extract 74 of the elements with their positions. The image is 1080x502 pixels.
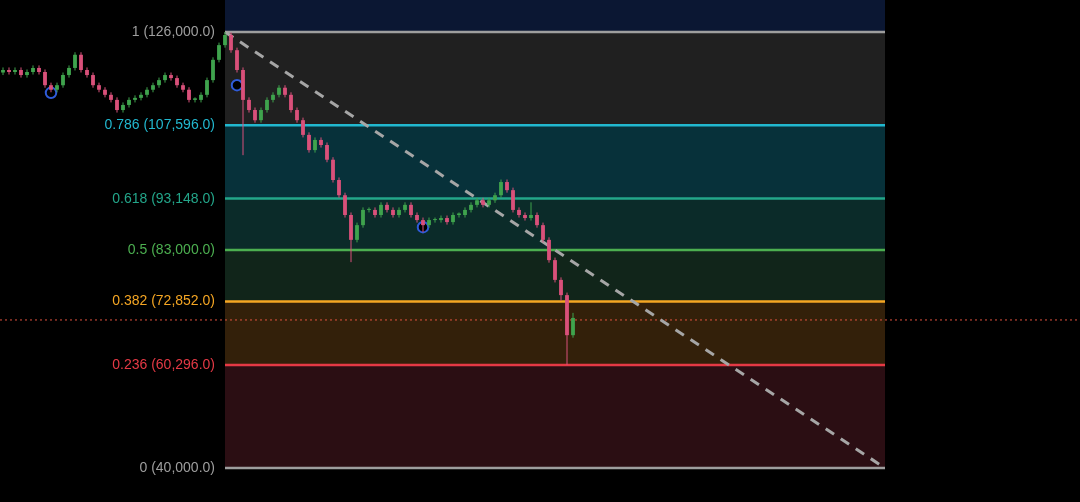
candlestick (121, 101, 125, 114)
candlestick (163, 72, 167, 84)
candlestick (133, 94, 137, 103)
candlestick (139, 91, 143, 101)
candlestick (331, 156, 335, 184)
candlestick (229, 31, 233, 54)
candlestick (37, 64, 41, 76)
candlestick (217, 42, 221, 63)
candlestick (73, 51, 77, 71)
candlestick (343, 192, 347, 219)
candlestick (451, 211, 455, 226)
candlestick (355, 222, 359, 243)
candlestick (541, 222, 545, 243)
candlestick (67, 64, 71, 79)
candlestick (367, 206, 371, 213)
candlestick (289, 91, 293, 114)
candlestick (445, 215, 449, 226)
candlestick (205, 77, 209, 98)
candlestick (271, 91, 275, 103)
candlestick (523, 211, 527, 222)
candlestick (43, 68, 47, 89)
candlestick (7, 66, 11, 76)
candlestick (427, 217, 431, 229)
candlestick (469, 201, 473, 213)
candlestick (547, 236, 551, 264)
candlestick (361, 206, 365, 229)
candlestick (433, 217, 437, 224)
candlestick (499, 179, 503, 199)
candlestick (325, 141, 329, 163)
ref-line-label: 1 (126,000.0) (131, 22, 215, 39)
candlestick (571, 312, 575, 339)
candlestick (397, 206, 401, 219)
candlestick (319, 136, 323, 149)
candlestick (307, 131, 311, 154)
candlestick (31, 64, 35, 76)
candlestick (211, 56, 215, 84)
candlestick (511, 187, 515, 213)
candlestick (529, 201, 533, 222)
ref-line-label: 0.236 (60,296.0) (112, 356, 215, 373)
candlestick (415, 211, 419, 224)
candlestick (553, 257, 557, 283)
candlestick (385, 201, 389, 213)
candlestick (19, 66, 23, 79)
candlestick (463, 206, 467, 219)
ref-line-label: 0.618 (93,148.0) (112, 189, 215, 206)
candlestick (157, 77, 161, 89)
candlestick (457, 211, 461, 219)
candlestick (127, 96, 131, 108)
candlestick (85, 66, 89, 79)
candlestick (559, 276, 563, 302)
candlestick (493, 192, 497, 204)
candlestick (421, 217, 425, 233)
candlestick (109, 91, 113, 103)
candlestick (199, 91, 203, 103)
candlestick (103, 86, 107, 98)
candlestick (439, 215, 443, 224)
ref-line-label: 0.382 (72,852.0) (112, 292, 215, 309)
candlestick (517, 206, 521, 219)
candlestick (25, 68, 29, 79)
candlestick (391, 206, 395, 219)
candlestick (373, 206, 377, 219)
ref-line-label: 0.786 (107,596.0) (104, 116, 215, 133)
candlestick (193, 96, 197, 103)
candlestick (1, 66, 5, 76)
candlestick (235, 47, 239, 74)
candlestick (79, 51, 83, 74)
candlestick (403, 201, 407, 213)
ref-line-label: 0 (40,000.0) (139, 459, 215, 476)
candlestick (145, 86, 149, 98)
candlestick (13, 66, 17, 76)
ref-line-label: 0.5 (83,000.0) (127, 240, 215, 257)
candlestick (169, 72, 173, 82)
candlestick (301, 117, 305, 138)
candlestick (337, 176, 341, 199)
